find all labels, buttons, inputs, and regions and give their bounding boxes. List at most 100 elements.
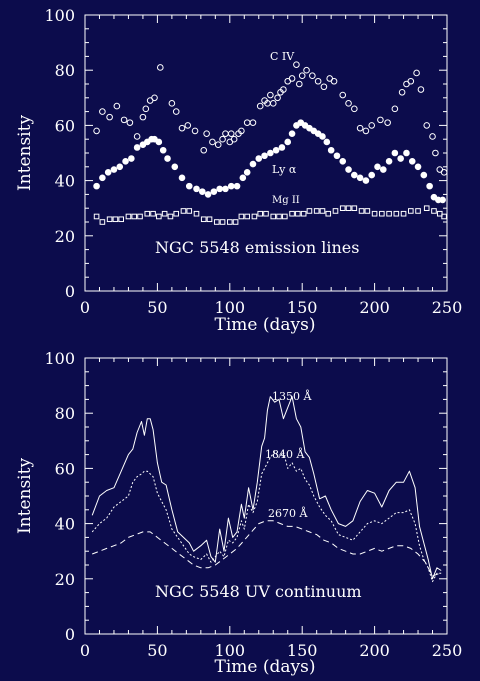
- series-label-lya: Ly α: [272, 163, 297, 176]
- y-tick-label: 0: [65, 625, 75, 644]
- data-point-open-circle: [345, 100, 352, 107]
- data-point-open-square: [351, 205, 358, 211]
- data-point-filled-circle: [198, 188, 206, 195]
- data-point-open-circle: [280, 86, 287, 93]
- data-point-open-square: [251, 213, 258, 220]
- data-point-open-circle: [214, 141, 222, 149]
- x-tick-label: 250: [432, 641, 463, 660]
- data-point-filled-circle: [185, 182, 193, 190]
- data-point-open-circle: [288, 75, 296, 82]
- series-label-1840: 1840 Å: [265, 447, 305, 461]
- data-point-open-square: [386, 210, 392, 217]
- data-point-filled-circle: [110, 166, 118, 173]
- series-line-solid: [91, 396, 442, 580]
- data-point-filled-circle: [204, 191, 212, 198]
- data-point-open-square: [213, 219, 220, 225]
- y-tick-label: 40: [55, 515, 75, 534]
- data-point-open-circle: [133, 133, 141, 140]
- data-point-open-circle: [407, 77, 415, 85]
- data-point-open-circle: [303, 66, 310, 74]
- data-point-open-square: [325, 210, 332, 217]
- data-point-open-circle: [156, 64, 164, 71]
- y-axis-label: Intensity: [15, 115, 35, 191]
- data-point-open-square: [173, 210, 180, 217]
- data-point-open-circle: [178, 124, 186, 132]
- data-point-open-square: [193, 210, 200, 217]
- y-tick-label: 80: [55, 404, 75, 423]
- data-point-open-circle: [269, 100, 277, 107]
- data-point-open-square: [131, 213, 138, 220]
- data-point-open-square: [263, 210, 269, 217]
- y-axis-label: Intensity: [15, 458, 35, 534]
- x-tick-label: 150: [287, 298, 318, 317]
- data-point-open-circle: [274, 94, 281, 102]
- data-point-open-square: [161, 210, 168, 217]
- data-point-filled-circle: [327, 146, 335, 154]
- data-point-open-circle: [113, 102, 121, 110]
- data-point-open-circle: [440, 169, 448, 176]
- data-point-filled-circle: [345, 166, 352, 173]
- data-point-open-circle: [203, 130, 210, 137]
- x-tick-label: 0: [80, 641, 90, 660]
- data-point-open-circle: [120, 116, 128, 124]
- data-point-filled-circle: [93, 182, 100, 190]
- data-point-open-square: [371, 210, 378, 217]
- data-point-open-square: [156, 213, 162, 220]
- data-point-open-circle: [222, 130, 229, 137]
- x-tick-label: 50: [147, 298, 167, 317]
- series-label-2670: 2670 Å: [268, 506, 308, 520]
- data-point-open-square: [400, 210, 407, 217]
- data-point-filled-circle: [362, 177, 370, 184]
- data-point-open-circle: [267, 91, 274, 99]
- data-point-open-circle: [298, 72, 306, 80]
- y-tick-label: 40: [55, 172, 75, 191]
- axis-tick-labels: 0 50 100 150 200 250 0 20 40 60 80 100: [44, 349, 462, 660]
- data-point-open-square: [364, 208, 371, 214]
- y-tick-label: 20: [55, 227, 75, 246]
- data-point-open-circle: [219, 135, 226, 143]
- data-point-filled-circle: [104, 169, 112, 176]
- series-label-civ: C IV: [270, 50, 295, 63]
- data-point-open-square: [319, 208, 326, 214]
- data-point-open-square: [206, 216, 213, 223]
- data-point-filled-circle: [216, 185, 223, 193]
- data-point-open-circle: [423, 122, 431, 129]
- data-point-open-square: [238, 213, 245, 220]
- data-lines: [91, 396, 442, 583]
- data-point-open-circle: [139, 113, 147, 121]
- x-tick-label: 200: [359, 298, 390, 317]
- data-point-open-square: [379, 210, 385, 217]
- data-point-open-square: [441, 213, 447, 220]
- data-point-filled-circle: [272, 146, 280, 154]
- data-point-open-circle: [243, 119, 251, 126]
- axis-ticks: [84, 357, 448, 635]
- y-tick-label: 60: [55, 116, 75, 135]
- data-point-open-square: [227, 219, 233, 225]
- data-point-open-circle: [432, 149, 439, 157]
- data-point-open-square: [232, 219, 239, 225]
- x-tick-label: 100: [215, 298, 246, 317]
- data-point-open-circle: [230, 135, 238, 143]
- data-point-filled-circle: [403, 149, 410, 157]
- data-point-open-circle: [209, 138, 216, 146]
- data-point-filled-circle: [339, 157, 347, 165]
- data-point-open-square: [125, 213, 132, 220]
- data-point-open-square: [408, 208, 414, 214]
- data-point-filled-circle: [99, 174, 106, 182]
- data-point-open-circle: [106, 113, 113, 121]
- data-point-open-circle: [238, 127, 245, 135]
- data-point-filled-circle: [233, 182, 241, 190]
- data-point-open-square: [137, 213, 143, 220]
- data-point-open-square: [289, 210, 295, 217]
- data-point-filled-circle: [155, 138, 163, 146]
- data-point-open-square: [332, 208, 339, 214]
- data-point-open-square: [431, 208, 437, 214]
- data-point-filled-circle: [261, 152, 268, 160]
- data-point-open-circle: [142, 105, 150, 113]
- data-point-filled-circle: [164, 155, 171, 162]
- x-tick-label: 200: [359, 641, 390, 660]
- data-point-filled-circle: [374, 163, 381, 171]
- data-point-filled-circle: [379, 166, 387, 173]
